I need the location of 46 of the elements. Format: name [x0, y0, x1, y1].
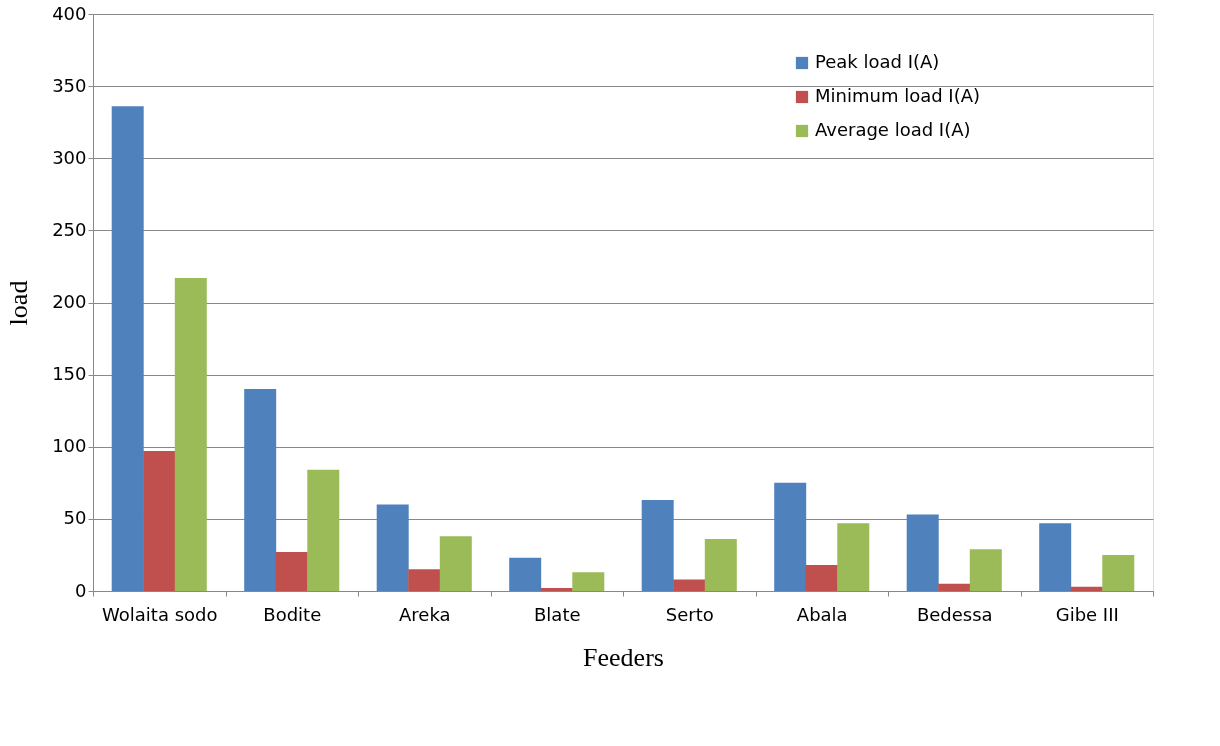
- y-tick-label: 350: [52, 74, 87, 96]
- y-tick-label: 200: [52, 291, 87, 312]
- bar: [704, 539, 737, 591]
- bar: [938, 583, 971, 591]
- bar: [143, 451, 176, 591]
- bar: [174, 277, 207, 591]
- bar: [969, 549, 1002, 591]
- bar: [540, 588, 573, 591]
- bar: [111, 106, 144, 591]
- bar: [1102, 554, 1135, 591]
- legend-label: Peak load I(A): [815, 51, 940, 72]
- x-tick-label: Serto: [665, 603, 714, 625]
- bar: [774, 482, 807, 591]
- y-tick-label: 50: [63, 507, 87, 529]
- bar: [906, 514, 939, 591]
- bar: [275, 552, 308, 591]
- y-tick-label: 400: [52, 2, 87, 24]
- bar: [1039, 523, 1072, 591]
- bar: [376, 504, 409, 591]
- bar: [805, 565, 838, 591]
- bar: [244, 389, 277, 591]
- bar: [509, 557, 542, 591]
- y-tick-label: 100: [52, 435, 87, 457]
- x-tick-label: Blate: [533, 603, 581, 625]
- x-tick-label: Bedessa: [916, 603, 993, 625]
- bar: [439, 536, 472, 591]
- bar: [307, 469, 340, 591]
- bar: [1070, 586, 1103, 591]
- bar: [572, 572, 605, 591]
- y-tick-label: 300: [52, 146, 87, 168]
- y-axis-title: load: [4, 280, 34, 326]
- y-tick-label: 250: [52, 218, 87, 240]
- legend-label: Minimum load I(A): [815, 85, 980, 106]
- x-tick-label: Abala: [796, 603, 848, 625]
- x-tick-label: Areka: [398, 603, 451, 625]
- x-axis-title: Feeders: [583, 642, 664, 672]
- bar: [673, 579, 706, 591]
- bar: [408, 569, 441, 591]
- y-tick-label: 0: [75, 579, 87, 601]
- y-tick-label: 150: [52, 363, 87, 385]
- x-tick-label: Gibe III: [1055, 603, 1119, 625]
- legend-label: Average load I(A): [815, 119, 971, 140]
- bar: [641, 500, 674, 591]
- bar: [837, 523, 870, 591]
- x-tick-label: Bodite: [263, 603, 322, 625]
- x-tick-label: Wolaita sodo: [102, 603, 218, 625]
